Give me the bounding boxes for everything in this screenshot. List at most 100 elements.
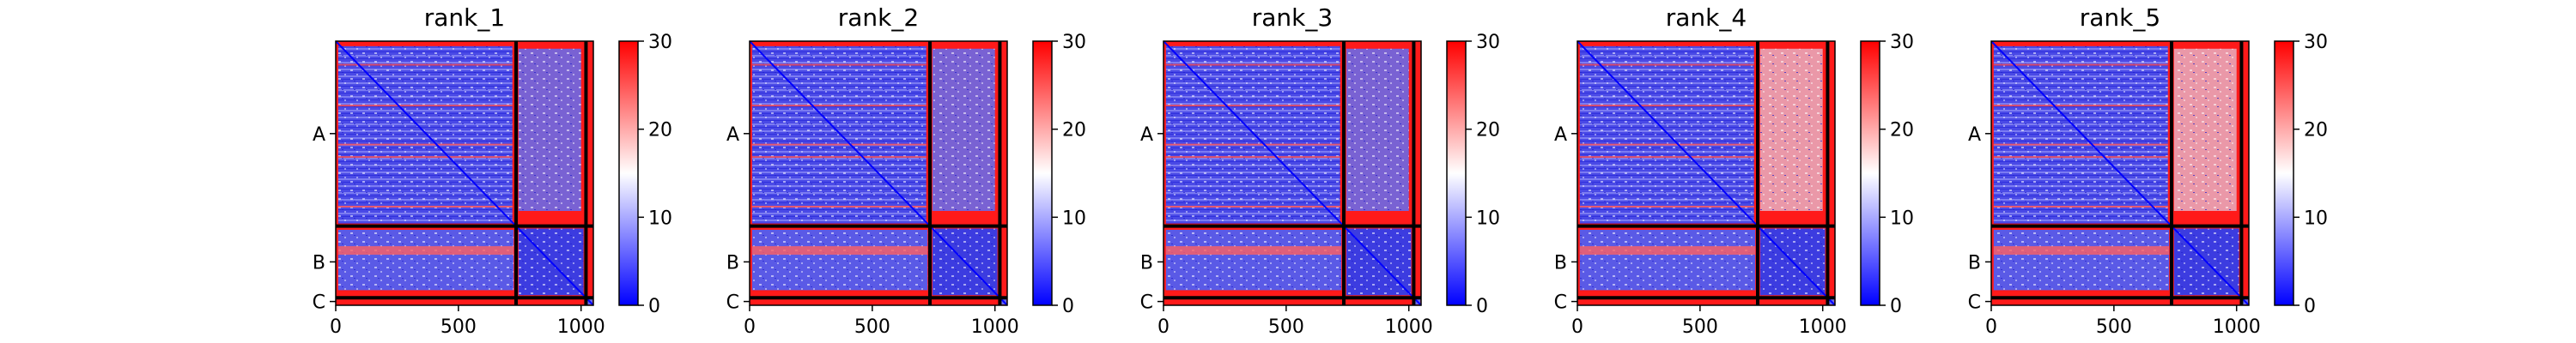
diagonal-line <box>335 40 594 306</box>
colorbar-tick-label: 20 <box>1062 120 1086 141</box>
x-tick-label: 500 <box>1268 316 1304 338</box>
y-tick-label-A: A <box>313 124 325 146</box>
y-tick-label-B: B <box>313 252 325 274</box>
block-a-streak <box>1579 105 1754 107</box>
heatmap-frame <box>1577 40 1836 306</box>
y-tick-label-B: B <box>726 252 739 274</box>
y-tick-label-A: A <box>726 124 739 146</box>
colorbar-tick-label: 30 <box>648 32 672 53</box>
x-tick-label: 0 <box>1985 316 1997 338</box>
block-a-a-texture <box>1993 45 2168 224</box>
y-tick-label-C: C <box>1140 292 1153 314</box>
block-b-a-streak <box>337 246 514 256</box>
block-a-streak <box>1165 143 1340 146</box>
block-a-b-texture <box>1759 48 1823 211</box>
block-a-a-texture <box>1579 45 1754 224</box>
block-a-b-texture <box>518 48 581 211</box>
block-a-streak <box>1579 156 1754 159</box>
diagonal-line <box>749 40 1008 306</box>
y-tick-label-C: C <box>1554 292 1567 314</box>
panel-title: rank_2 <box>838 3 919 32</box>
diagonal-line <box>1577 40 1836 306</box>
block-a-streak <box>751 143 927 146</box>
block-a-streak <box>337 63 513 66</box>
panel-title: rank_1 <box>424 3 505 32</box>
panel-title: rank_4 <box>1666 3 1747 32</box>
block-b-a-texture <box>1993 230 2170 291</box>
block-a-streak <box>751 156 927 159</box>
block-a-a-texture <box>751 45 927 224</box>
block-a-streak <box>1993 156 2168 159</box>
x-tick-label: 0 <box>1571 316 1583 338</box>
heatmap-frame <box>749 40 1008 306</box>
block-b-a-streak <box>1993 246 2170 256</box>
y-tick-label-A: A <box>1968 124 1981 146</box>
diagonal-line <box>1990 40 2250 306</box>
x-tick-label: 0 <box>1157 316 1170 338</box>
block-a-streak <box>1165 156 1340 159</box>
block-b-a-texture <box>1579 230 1756 291</box>
colorbar-tick-label: 30 <box>2304 32 2328 53</box>
block-a-b-texture <box>1346 48 1409 211</box>
block-a-streak <box>751 63 927 66</box>
x-tick-label: 0 <box>330 316 342 338</box>
colorbar-tick-label: 0 <box>2304 296 2316 317</box>
y-tick-label-B: B <box>1140 252 1153 274</box>
y-tick-label-B: B <box>1968 252 1981 274</box>
colorbar-tick-label: 20 <box>2304 120 2328 141</box>
block-a-streak <box>1993 63 2168 66</box>
heatmap-frame <box>1990 40 2250 306</box>
colorbar-tick-label: 20 <box>1890 120 1914 141</box>
block-a-streak <box>1165 63 1340 66</box>
block-a-streak <box>751 105 927 107</box>
y-tick-label-C: C <box>1968 292 1981 314</box>
block-a-b-texture <box>2173 48 2237 211</box>
x-tick-label: 500 <box>440 316 477 338</box>
colorbar-tick-label: 30 <box>1890 32 1914 53</box>
x-tick-label: 1000 <box>557 316 605 338</box>
y-tick-label-C: C <box>726 292 739 314</box>
diagonal-line <box>1163 40 1422 306</box>
x-tick-label: 1000 <box>2213 316 2261 338</box>
block-a-streak <box>1579 143 1754 146</box>
y-tick-label-A: A <box>1140 124 1153 146</box>
colorbar-tick-label: 0 <box>1062 296 1074 317</box>
panel-title: rank_3 <box>1252 3 1333 32</box>
x-tick-label: 1000 <box>1385 316 1433 338</box>
block-a-streak <box>337 105 513 107</box>
colorbar-tick-label: 0 <box>1890 296 1902 317</box>
colorbar-tick-label: 30 <box>1476 32 1500 53</box>
block-a-streak <box>1579 205 1754 208</box>
block-a-a-texture <box>1165 45 1340 224</box>
x-tick-label: 500 <box>2096 316 2132 338</box>
colorbar-tick-label: 20 <box>648 120 672 141</box>
block-a-streak <box>337 143 513 146</box>
block-b-a-texture <box>337 230 514 291</box>
colorbar-tick-label: 10 <box>2304 208 2328 229</box>
colorbar <box>1446 40 1467 306</box>
block-a-streak <box>1993 205 2168 208</box>
block-b-a-texture <box>1165 230 1342 291</box>
block-a-a-texture <box>337 45 513 224</box>
colorbar-tick-label: 10 <box>1890 208 1914 229</box>
block-a-streak <box>1993 143 2168 146</box>
colorbar <box>618 40 639 306</box>
x-tick-label: 500 <box>1682 316 1718 338</box>
y-tick-label-C: C <box>313 292 325 314</box>
block-b-a-streak <box>751 246 928 256</box>
y-tick-label-A: A <box>1554 124 1567 146</box>
heatmap-frame <box>1163 40 1422 306</box>
colorbar-tick-label: 20 <box>1476 120 1500 141</box>
panel-title: rank_5 <box>2080 3 2160 32</box>
block-a-streak <box>1165 205 1340 208</box>
x-tick-label: 0 <box>744 316 756 338</box>
block-a-streak <box>1165 105 1340 107</box>
colorbar-tick-label: 0 <box>1476 296 1488 317</box>
block-a-streak <box>1993 105 2168 107</box>
